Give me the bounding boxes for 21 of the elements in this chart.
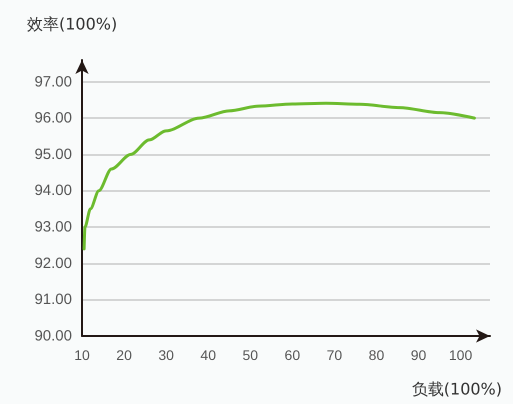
x-tick-label: 100: [448, 347, 472, 363]
y-axis-title: 效率(100%): [27, 14, 118, 34]
y-tick-label: 90.00: [34, 328, 72, 344]
x-tick-label: 90: [410, 347, 426, 363]
x-tick-label: 80: [368, 347, 384, 363]
x-tick-label: 20: [116, 347, 132, 363]
x-tick-label: 40: [200, 347, 216, 363]
y-tick-label: 97.00: [34, 73, 72, 90]
y-tick-label: 92.00: [34, 254, 72, 272]
x-tick-label: 60: [284, 347, 300, 363]
y-tick-label: 94.00: [34, 182, 72, 200]
y-tick-label: 95.00: [34, 146, 72, 163]
y-tick-label: 91.00: [34, 291, 72, 308]
line-series: [82, 102, 476, 250]
y-tick-label: 93.00: [34, 218, 72, 236]
x-tick-label: 30: [158, 347, 174, 363]
x-tick-label: 50: [242, 347, 258, 363]
x-axis-title: 负载(100%): [412, 380, 502, 398]
y-tick-label: 96.00: [34, 110, 72, 127]
x-tick-label: 10: [74, 347, 90, 363]
x-tick-label: 70: [326, 347, 342, 363]
